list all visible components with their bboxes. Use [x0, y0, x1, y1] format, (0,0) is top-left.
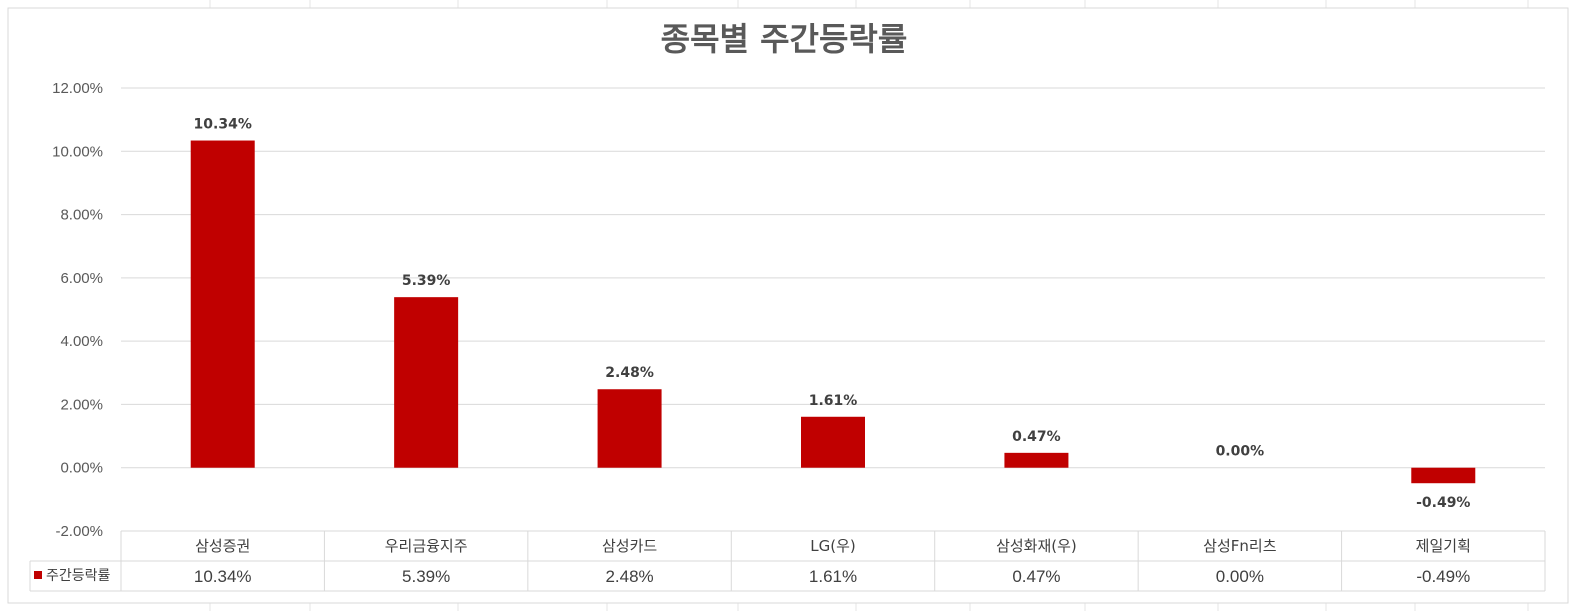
category-label: 삼성화재(우) [996, 537, 1077, 555]
table-value: 10.34% [194, 567, 252, 586]
data-label: -0.49% [1416, 495, 1470, 511]
y-tick-label: 6.00% [60, 270, 103, 287]
chart-frame [7, 7, 1569, 604]
data-table: 삼성증권 10.34% 우리금융지주 5.39% 삼성카드 2.48% LG(우) 1.61%… [29, 530, 1546, 592]
table-value: -0.49% [1416, 567, 1470, 586]
bar [1411, 467, 1476, 484]
bars [190, 140, 1476, 484]
bar [1004, 452, 1069, 468]
data-label: 1.61% [809, 393, 858, 409]
table-value: 0.00% [1216, 567, 1264, 586]
y-tick-label: 8.00% [60, 207, 103, 224]
y-tick-label: 0.00% [60, 460, 103, 477]
category-label: 삼성증권 [195, 537, 250, 555]
bar [597, 389, 662, 468]
bar [801, 416, 865, 468]
table-value: 1.61% [809, 567, 857, 586]
category-label: 제일기획 [1416, 537, 1471, 555]
bar [190, 140, 255, 468]
data-labels: 10.34% 5.39% 2.48% 1.61% 0.47% 0.00% -0.49% [194, 117, 1471, 512]
data-label: 2.48% [605, 365, 654, 381]
y-axis-tick-labels: 12.00% 10.00% 8.00% 6.00% 4.00% 2.00% 0.00% -2.… [52, 80, 103, 540]
y-tick-label: -2.00% [55, 523, 103, 540]
chart-title: 종목별 주간등락률 [661, 20, 908, 58]
legend-label: 주간등락률 [46, 568, 111, 584]
data-label: 0.00% [1216, 444, 1265, 460]
data-label: 5.39% [402, 273, 451, 289]
category-label: 우리금융지주 [385, 537, 468, 555]
table-value: 2.48% [605, 567, 653, 586]
table-value: 5.39% [402, 567, 450, 586]
bar [394, 297, 459, 468]
y-tick-label: 4.00% [60, 333, 103, 350]
y-tick-label: 12.00% [52, 80, 103, 97]
category-label: LG(우) [810, 537, 856, 555]
data-label: 10.34% [194, 117, 252, 133]
y-tick-label: 2.00% [60, 396, 103, 413]
y-tick-label: 10.00% [52, 143, 103, 160]
legend-swatch [34, 571, 42, 579]
table-value: 0.47% [1012, 567, 1060, 586]
spreadsheet-background-grid [209, 0, 1529, 611]
category-label: 삼성Fn리츠 [1203, 537, 1277, 555]
data-label: 0.47% [1012, 429, 1061, 445]
category-label: 삼성카드 [602, 537, 657, 555]
